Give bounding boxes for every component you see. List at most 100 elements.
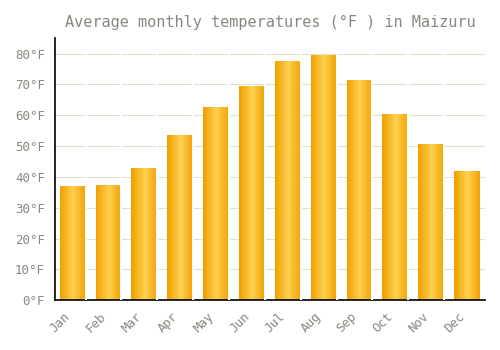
Bar — [426, 145, 427, 300]
Bar — [326, 55, 327, 300]
Bar — [442, 145, 444, 300]
Bar — [244, 86, 245, 300]
Bar — [293, 61, 294, 300]
Bar — [278, 61, 279, 300]
Bar — [210, 107, 211, 300]
Bar — [100, 184, 101, 300]
Bar — [406, 114, 408, 300]
Bar — [260, 86, 262, 300]
Bar — [455, 171, 456, 300]
Bar — [403, 114, 404, 300]
Bar — [114, 184, 116, 300]
Bar — [242, 86, 244, 300]
Bar — [176, 135, 177, 300]
Bar — [251, 86, 252, 300]
Bar — [430, 145, 431, 300]
Bar — [187, 135, 188, 300]
Bar — [98, 184, 99, 300]
Bar — [439, 145, 440, 300]
Bar — [183, 135, 184, 300]
Bar — [259, 86, 260, 300]
Bar — [110, 184, 111, 300]
Bar — [321, 55, 322, 300]
Bar — [62, 186, 63, 300]
Bar — [428, 145, 430, 300]
Bar — [257, 86, 258, 300]
Bar — [390, 114, 391, 300]
Bar — [364, 80, 366, 300]
Bar — [296, 61, 298, 300]
Bar — [312, 55, 314, 300]
Bar — [292, 61, 293, 300]
Bar — [432, 145, 433, 300]
Bar — [436, 145, 437, 300]
Bar — [478, 171, 479, 300]
Bar — [405, 114, 406, 300]
Bar — [118, 184, 119, 300]
Bar — [290, 61, 291, 300]
Bar — [168, 135, 169, 300]
Bar — [153, 168, 154, 300]
Bar — [322, 55, 323, 300]
Bar — [222, 107, 223, 300]
Bar — [288, 61, 290, 300]
Bar — [284, 61, 285, 300]
Bar — [174, 135, 175, 300]
Bar — [357, 80, 358, 300]
Bar — [438, 145, 439, 300]
Bar — [216, 107, 217, 300]
Bar — [138, 168, 139, 300]
Bar — [366, 80, 367, 300]
Bar — [328, 55, 329, 300]
Bar — [281, 61, 282, 300]
Bar — [420, 145, 421, 300]
Bar — [65, 186, 66, 300]
Bar — [75, 186, 76, 300]
Bar — [253, 86, 254, 300]
Bar — [434, 145, 436, 300]
Bar — [60, 186, 62, 300]
Bar — [398, 114, 399, 300]
Bar — [437, 145, 438, 300]
Bar — [77, 186, 78, 300]
Bar — [460, 171, 461, 300]
Bar — [188, 135, 189, 300]
Bar — [427, 145, 428, 300]
Bar — [247, 86, 248, 300]
Bar — [224, 107, 226, 300]
Bar — [310, 55, 312, 300]
Bar — [454, 171, 455, 300]
Bar — [112, 184, 113, 300]
Bar — [282, 61, 284, 300]
Bar — [256, 86, 257, 300]
Bar — [355, 80, 356, 300]
Bar — [102, 184, 104, 300]
Bar — [63, 186, 64, 300]
Bar — [135, 168, 136, 300]
Bar — [431, 145, 432, 300]
Bar — [177, 135, 178, 300]
Bar — [362, 80, 363, 300]
Bar — [317, 55, 318, 300]
Bar — [189, 135, 190, 300]
Bar — [382, 114, 384, 300]
Bar — [463, 171, 464, 300]
Bar — [350, 80, 351, 300]
Bar — [275, 61, 276, 300]
Bar — [152, 168, 153, 300]
Bar — [96, 184, 98, 300]
Bar — [472, 171, 473, 300]
Bar — [239, 86, 240, 300]
Bar — [279, 61, 280, 300]
Bar — [150, 168, 151, 300]
Bar — [221, 107, 222, 300]
Bar — [142, 168, 144, 300]
Bar — [190, 135, 192, 300]
Bar — [184, 135, 186, 300]
Bar — [69, 186, 70, 300]
Bar — [212, 107, 214, 300]
Bar — [99, 184, 100, 300]
Bar — [346, 80, 348, 300]
Bar — [204, 107, 205, 300]
Bar — [329, 55, 330, 300]
